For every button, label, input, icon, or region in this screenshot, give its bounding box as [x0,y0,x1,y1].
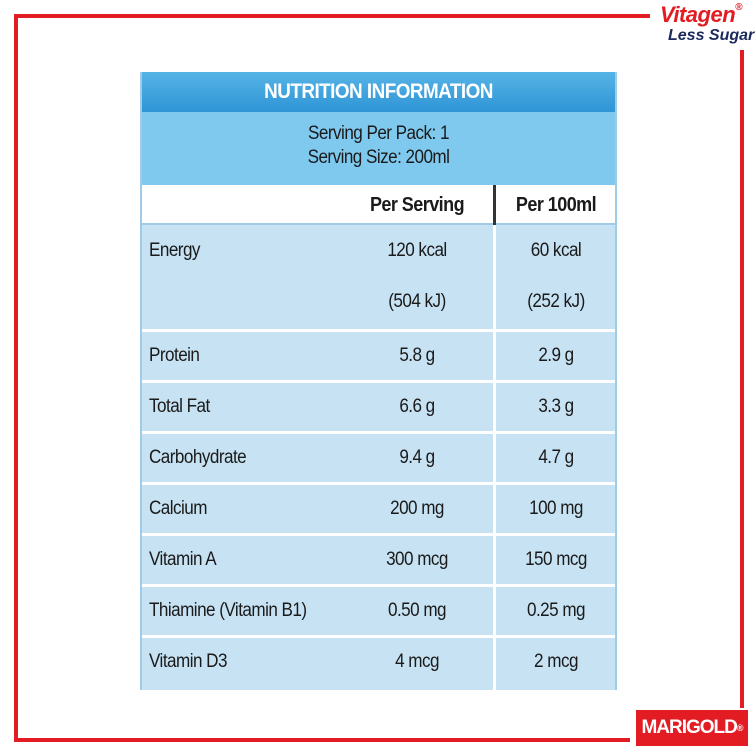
serving-size: Serving Size: 200ml [307,147,450,168]
brand-tagline: Less Sugar [668,27,755,44]
maker-name: MARIGOLD [641,717,737,738]
nutrition-table: NUTRITION INFORMATION Serving Per Pack: … [140,72,617,690]
frame-left [14,14,18,742]
header-divider [493,185,496,225]
row-label: Vitamin A [149,549,217,570]
row-label: Calcium [149,498,208,519]
per-serving-value: 4 mcg [395,651,439,672]
row-separator [142,584,615,587]
per-100ml-value: 3.3 g [538,396,574,417]
per-serving-value: 9.4 g [399,447,435,468]
table-title: NUTRITION INFORMATION [264,80,493,103]
maker-logo: MARIGOLD® [634,708,750,748]
per-serving-value: 6.6 g [399,396,435,417]
column-header-band [142,185,615,225]
per-100ml-value: 150 mcg [525,549,587,570]
column-header: Per Serving [369,194,465,216]
brand-logo: Vitagen® [660,2,743,28]
per-serving-value: 200 mg [390,498,444,519]
maker-registered: ® [736,723,744,733]
column-divider [493,185,496,690]
per-100ml-value: 4.7 g [538,447,574,468]
row-separator [142,431,615,434]
per-100ml-value: (252 kJ) [527,291,585,312]
per-100ml-value: 100 mg [529,498,583,519]
per-100ml-value: 0.25 mg [526,600,586,621]
row-label: Thiamine (Vitamin B1) [149,600,307,621]
frame-right [740,50,744,742]
row-label: Carbohydrate [149,447,247,468]
title-band [142,72,615,112]
per-serving-value: 300 mcg [386,549,448,570]
per-serving-value: 120 kcal [387,240,447,261]
frame-top [14,14,650,18]
per-100ml-value: 60 kcal [530,240,582,261]
row-separator [142,329,615,332]
per-serving-value: 5.8 g [399,345,435,366]
brand-registered: ® [735,2,743,13]
row-separator [142,380,615,383]
row-separator [142,635,615,638]
serving-per-pack: Serving Per Pack: 1 [308,123,449,144]
per-100ml-value: 2 mcg [534,651,578,672]
brand-name: Vitagen [660,2,736,27]
per-serving-value: 0.50 mg [387,600,447,621]
serving-band [142,112,615,185]
row-separator [142,533,615,536]
frame-bottom [14,738,630,742]
row-label: Energy [149,240,200,261]
row-separator [142,482,615,485]
per-serving-value: (504 kJ) [388,291,446,312]
per-100ml-value: 2.9 g [538,345,574,366]
row-label: Protein [149,345,200,366]
row-label: Vitamin D3 [149,651,227,672]
column-header: Per 100ml [515,194,597,216]
row-label: Total Fat [149,396,210,417]
